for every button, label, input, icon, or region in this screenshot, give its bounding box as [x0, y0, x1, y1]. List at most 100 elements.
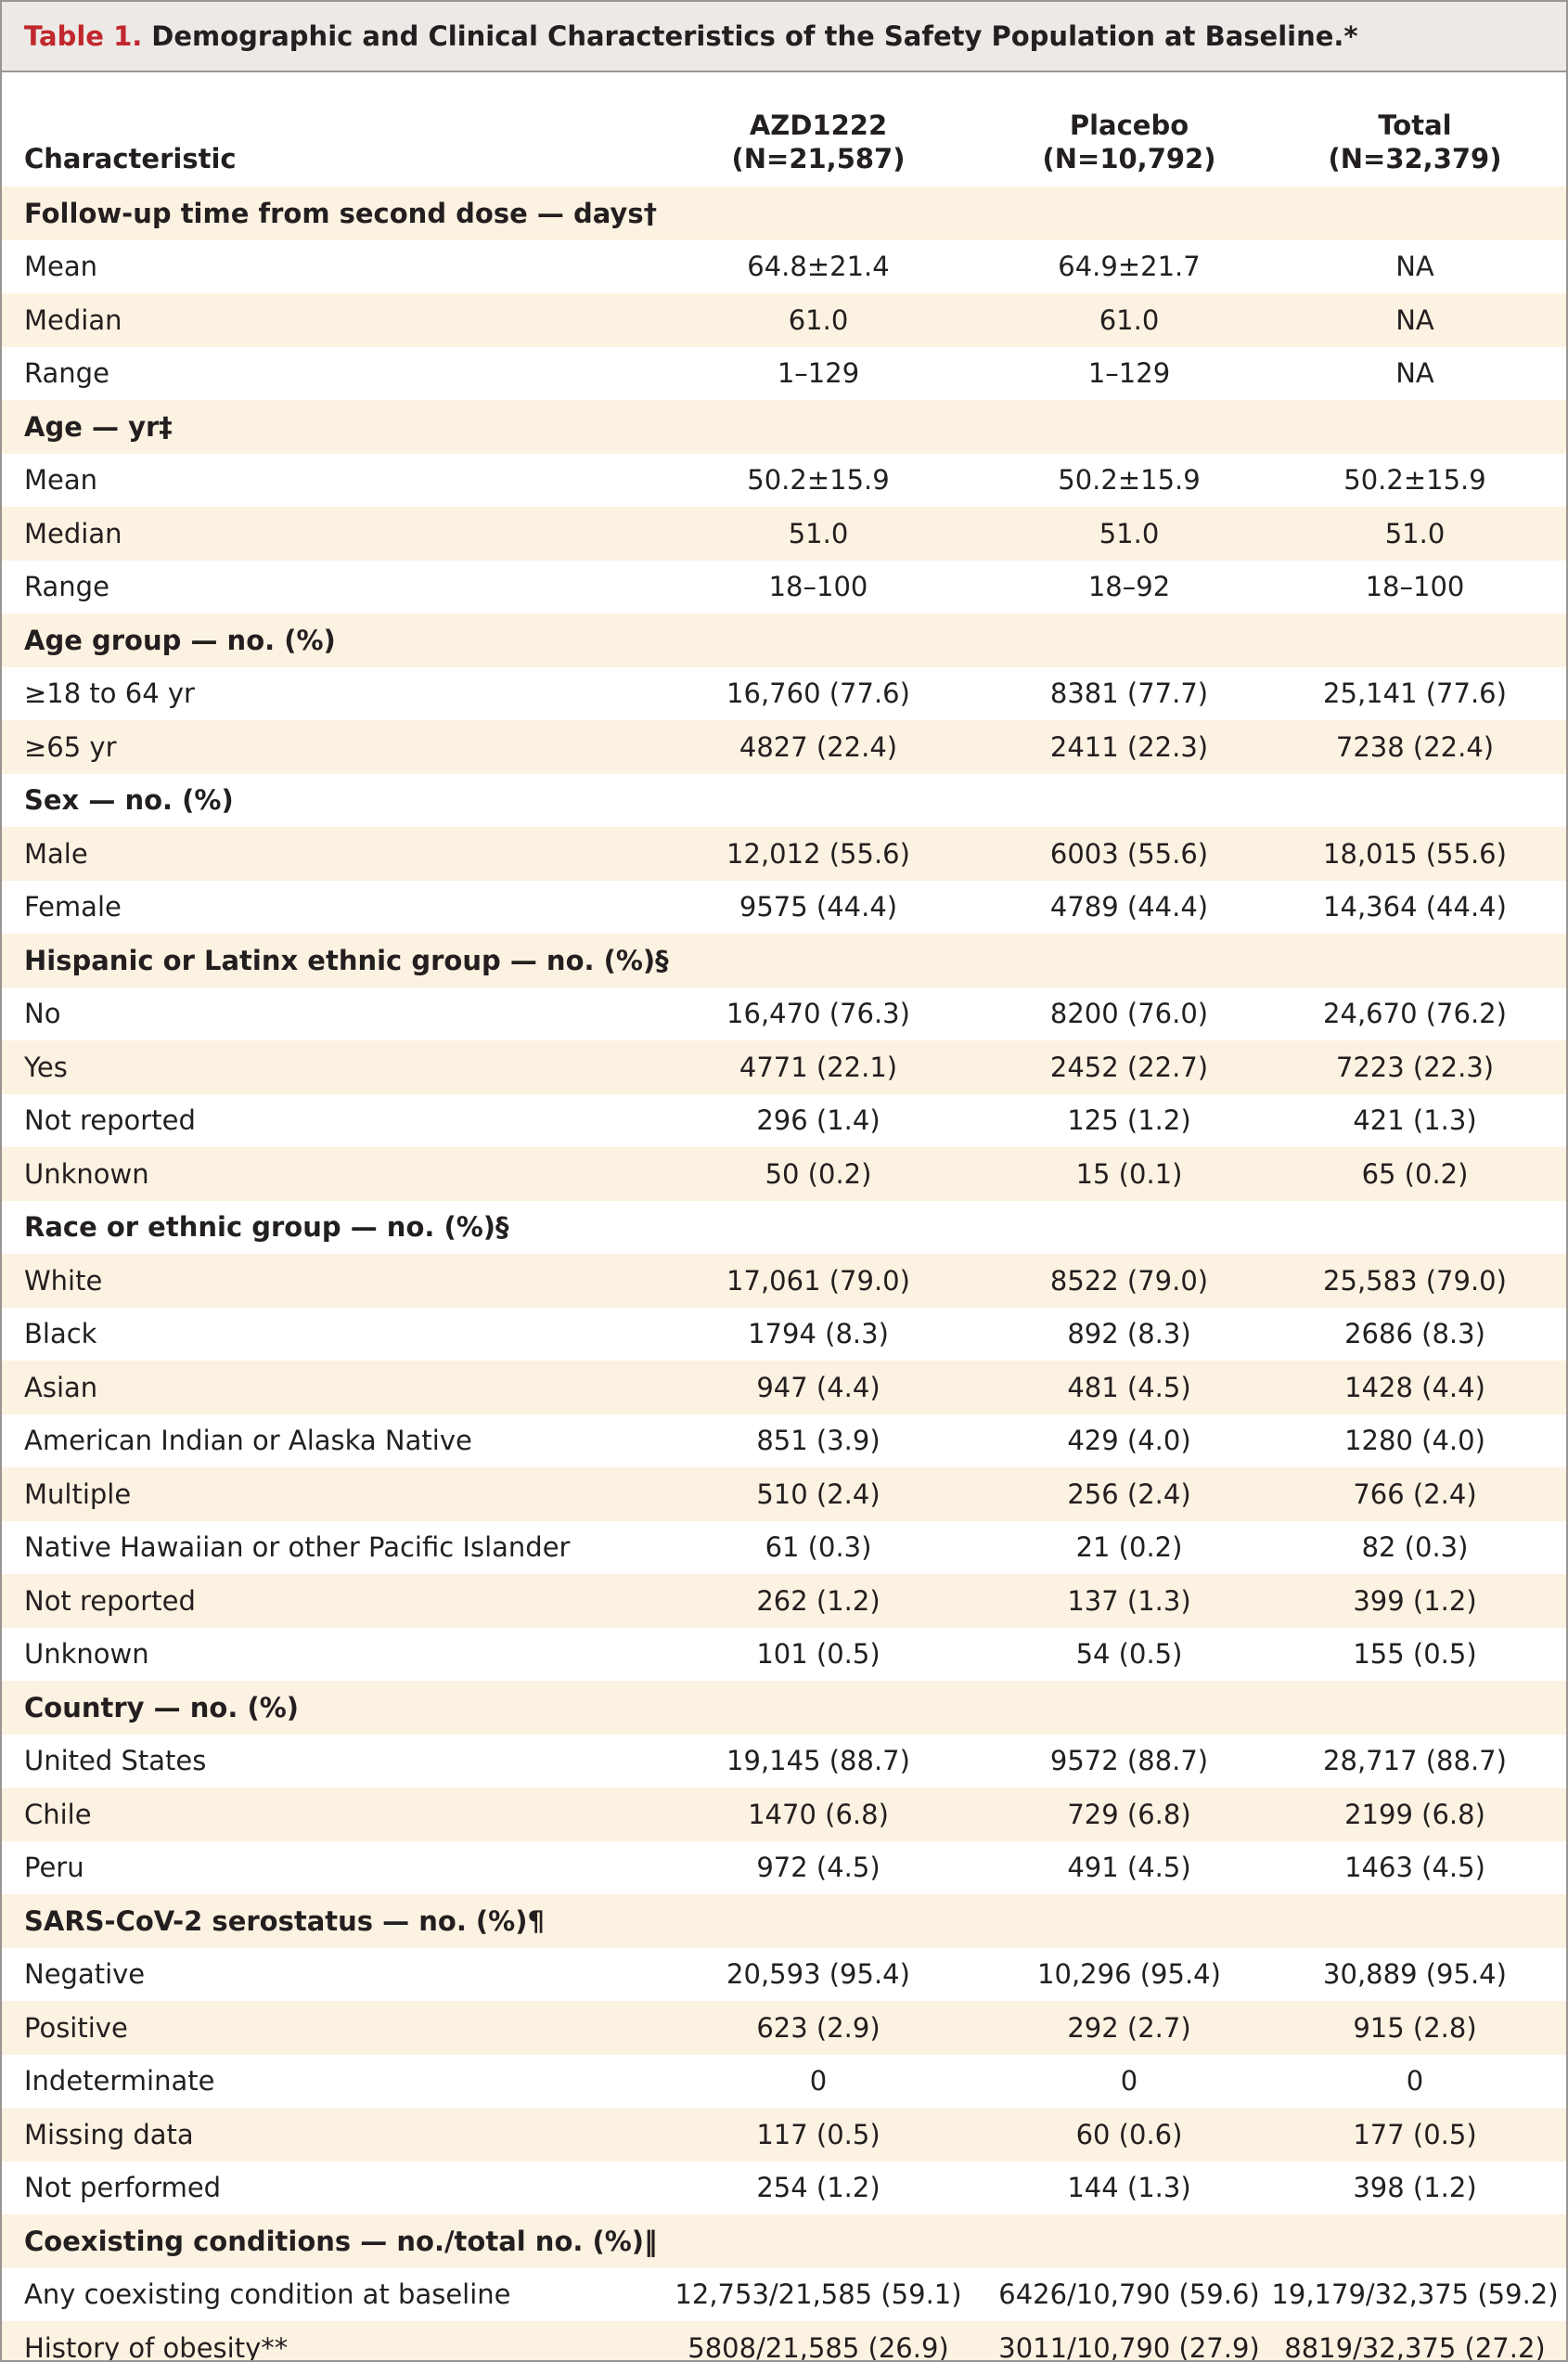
cell: 4827 (22.4)	[739, 730, 898, 763]
data-row: Not reported 262 (1.2) 137 (1.3) 399 (1.2)	[2, 1574, 1566, 1628]
row-label: History of obesity**	[24, 2331, 289, 2362]
column-header-line: Characteristic	[24, 143, 237, 174]
cell: 155 (0.5)	[1353, 1638, 1477, 1671]
data-row: Any coexisting condition at baseline 12,7…	[2, 2268, 1566, 2322]
row-label: Mean	[24, 251, 98, 283]
cell: 398 (1.2)	[1353, 2172, 1477, 2204]
section-label: Follow-up time from second dose — days†	[24, 197, 658, 229]
row-label: Any coexisting condition at baseline	[24, 2278, 511, 2311]
cell: 24,670 (76.2)	[1323, 998, 1507, 1030]
cell: 296 (1.4)	[756, 1104, 880, 1137]
cell: 25,583 (79.0)	[1323, 1264, 1507, 1297]
cell: 21 (0.2)	[1075, 1531, 1183, 1564]
data-row: Yes 4771 (22.1) 2452 (22.7) 7223 (22.3)	[2, 1040, 1566, 1094]
row-label: Female	[24, 891, 122, 923]
cell: 50 (0.2)	[765, 1157, 872, 1190]
section-row: Follow-up time from second dose — days†	[2, 187, 1566, 240]
row-label: Not reported	[24, 1104, 196, 1137]
data-row: Median 51.0 51.0 51.0	[2, 507, 1566, 561]
cell: 125 (1.2)	[1067, 1104, 1191, 1137]
cell: 7223 (22.3)	[1335, 1051, 1495, 1083]
data-row: Positive 623 (2.9) 292 (2.7) 915 (2.8)	[2, 2001, 1566, 2055]
cell: 30,889 (95.4)	[1323, 1958, 1507, 1991]
table-header: Characteristic AZD1222 (N=21,587) Placebo (N…	[2, 72, 1566, 187]
data-row: White 17,061 (79.0) 8522 (79.0) 25,583 (79.…	[2, 1254, 1566, 1308]
data-row: Chile 1470 (6.8) 729 (6.8) 2199 (6.8)	[2, 1788, 1566, 1841]
cell: 1463 (4.5)	[1344, 1852, 1485, 1884]
cell: 64.8±21.4	[747, 251, 890, 283]
data-row: Median 61.0 61.0 NA	[2, 293, 1566, 347]
cell: 1428 (4.4)	[1344, 1371, 1485, 1403]
table-title: Table 1. Demographic and Clinical Charac…	[2, 2, 1566, 72]
cell: 177 (0.5)	[1353, 2118, 1477, 2150]
cell: 8819/32,375 (27.2)	[1284, 2331, 1546, 2362]
row-label: United States	[24, 1745, 207, 1777]
section-row: Sex — no. (%)	[2, 774, 1566, 828]
cell: 7238 (22.4)	[1335, 730, 1495, 763]
cell: 1–129	[777, 357, 860, 390]
cell: 10,296 (95.4)	[1037, 1958, 1221, 1991]
row-label: Multiple	[24, 1478, 132, 1510]
row-label: Native Hawaiian or other Pacific Islande…	[24, 1531, 571, 1564]
row-label: White	[24, 1264, 103, 1297]
cell: 18–100	[1365, 571, 1465, 603]
column-header-line: (N=21,587)	[731, 143, 906, 174]
column-header: AZD1222 (N=21,587)	[642, 72, 995, 187]
cell: 18–100	[768, 571, 868, 603]
section-row: Coexisting conditions — no./total no. (%…	[2, 2214, 1566, 2268]
column-header: Total (N=32,379)	[1264, 72, 1566, 187]
cell: 4789 (44.4)	[1049, 891, 1209, 923]
section-label: Hispanic or Latinx ethnic group — no. (%…	[24, 944, 669, 976]
cell: 51.0	[1384, 517, 1446, 549]
row-label: Missing data	[24, 2118, 194, 2150]
cell: 51.0	[1099, 517, 1160, 549]
data-table: Characteristic AZD1222 (N=21,587) Placebo (N…	[2, 72, 1566, 2362]
cell: 0	[1120, 2065, 1138, 2097]
row-label: Unknown	[24, 1157, 149, 1190]
column-header-line: (N=10,792)	[1042, 143, 1216, 174]
table-label: Table 1.	[24, 20, 143, 52]
row-label: ≥65 yr	[24, 730, 117, 763]
cell: 101 (0.5)	[756, 1638, 880, 1671]
column-header: Characteristic	[2, 72, 642, 187]
row-label: Black	[24, 1318, 97, 1350]
cell: 766 (2.4)	[1353, 1478, 1477, 1510]
cell: 18–92	[1087, 571, 1171, 603]
cell: 137 (1.3)	[1067, 1584, 1191, 1617]
row-label: Yes	[24, 1051, 68, 1083]
column-header-line: Placebo	[1069, 110, 1189, 141]
column-header: Placebo (N=10,792)	[995, 72, 1264, 187]
cell: 28,717 (88.7)	[1323, 1745, 1507, 1777]
section-label: Age group — no. (%)	[24, 624, 336, 656]
cell: 947 (4.4)	[756, 1371, 880, 1403]
cell: 17,061 (79.0)	[726, 1264, 910, 1297]
cell: 1470 (6.8)	[748, 1798, 889, 1830]
table-title-text: Demographic and Clinical Characteristics…	[151, 20, 1358, 52]
cell: 972 (4.5)	[756, 1852, 880, 1884]
cell: 12,753/21,585 (59.1)	[675, 2278, 962, 2311]
section-label: SARS-CoV-2 serostatus — no. (%)¶	[24, 1904, 545, 1937]
row-label: Not performed	[24, 2172, 222, 2204]
cell: 144 (1.3)	[1067, 2172, 1191, 2204]
cell: 16,760 (77.6)	[726, 678, 910, 710]
cell: 8522 (79.0)	[1049, 1264, 1209, 1297]
data-row: Multiple 510 (2.4) 256 (2.4) 766 (2.4)	[2, 1467, 1566, 1521]
row-label: Male	[24, 837, 88, 870]
cell: 0	[1406, 2065, 1424, 2097]
cell: 399 (1.2)	[1353, 1584, 1477, 1617]
row-label: Unknown	[24, 1638, 149, 1671]
cell: 19,145 (88.7)	[726, 1745, 910, 1777]
data-row: History of obesity** 5808/21,585 (26.9) 30…	[2, 2321, 1566, 2362]
data-row: No 16,470 (76.3) 8200 (76.0) 24,670 (76.2)	[2, 987, 1566, 1041]
cell: 51.0	[788, 517, 849, 549]
column-header-line: Total	[1378, 110, 1452, 141]
cell: 421 (1.3)	[1353, 1104, 1477, 1137]
cell: 729 (6.8)	[1067, 1798, 1191, 1830]
data-row: Peru 972 (4.5) 491 (4.5) 1463 (4.5)	[2, 1841, 1566, 1895]
cell: NA	[1395, 251, 1434, 283]
cell: 15 (0.1)	[1075, 1157, 1183, 1190]
row-label: Peru	[24, 1852, 84, 1884]
row-label: ≥18 to 64 yr	[24, 678, 195, 710]
cell: 8381 (77.7)	[1049, 678, 1209, 710]
cell: 64.9±21.7	[1058, 251, 1201, 283]
